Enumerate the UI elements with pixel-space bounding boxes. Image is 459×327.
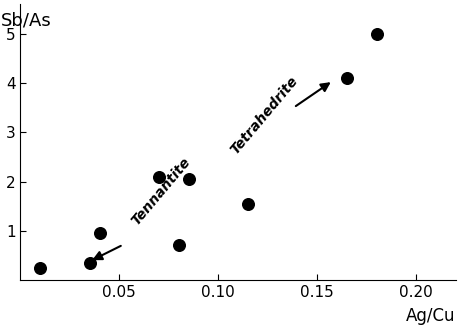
Point [185, 177, 192, 182]
Text: Tetrahedrite: Tetrahedrite [228, 74, 301, 157]
Text: Ag/Cu: Ag/Cu [405, 307, 455, 325]
Text: Tennantite: Tennantite [129, 155, 193, 228]
Point [155, 174, 162, 179]
Text: Sb/As: Sb/As [0, 11, 51, 29]
Point [36, 265, 44, 270]
Point [86, 260, 93, 266]
Point [342, 76, 350, 81]
Point [372, 31, 380, 36]
Point [175, 242, 182, 247]
Point [244, 201, 251, 206]
Point [95, 231, 103, 236]
